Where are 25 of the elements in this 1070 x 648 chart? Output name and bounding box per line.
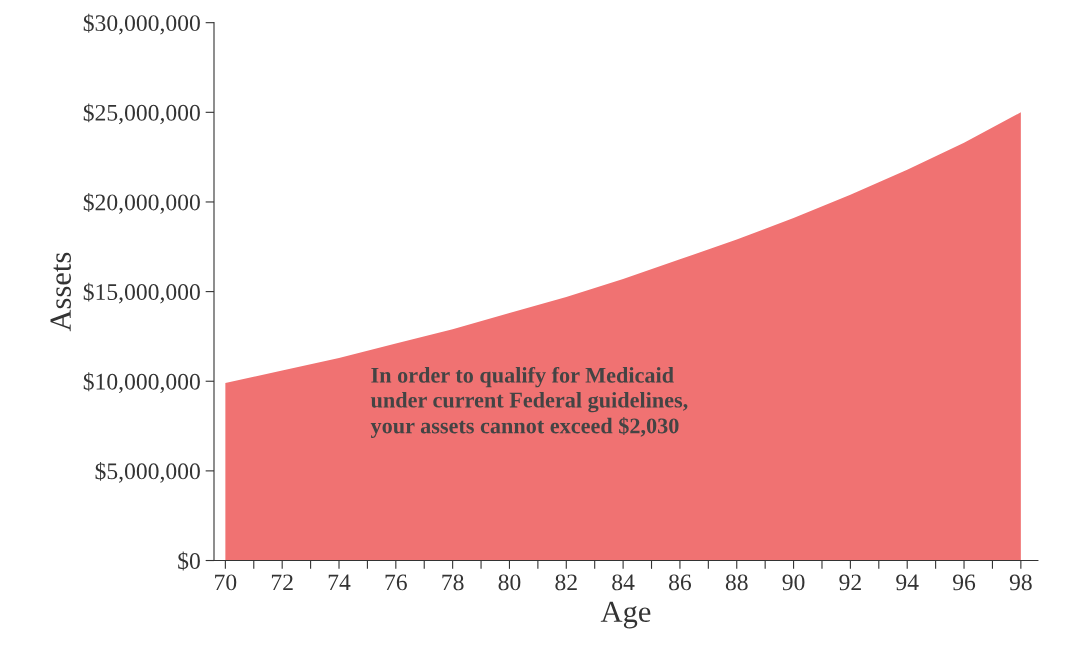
x-tick-label: 94 [896, 574, 919, 591]
x-tick-label: 98 [1009, 574, 1032, 591]
x-tick-label: 78 [442, 574, 464, 591]
y-tick-label: $25,000,000 [83, 103, 200, 125]
y-tick-label: $0 [178, 551, 200, 571]
x-tick-label: 74 [328, 574, 351, 591]
annotation: In order to qualify for Medicaid under current Federal guidelines, your assets cannot exceed $2,030 [370, 366, 688, 438]
x-tick-label: 80 [498, 574, 521, 591]
x-tick-label: 86 [669, 574, 692, 591]
y-tick-label: $15,000,000 [83, 282, 200, 304]
x-tick-label: 76 [385, 574, 407, 591]
x-axis-title: Age [600, 601, 651, 629]
x-tick-label: 82 [555, 574, 577, 591]
y-tick-label: $30,000,000 [83, 13, 200, 35]
y-tick-label: $5,000,000 [95, 461, 200, 483]
x-tick-label: 84 [612, 574, 635, 591]
x-tick-label: 96 [952, 574, 976, 591]
y-axis-title: Assets [50, 252, 71, 332]
y-tick-label: $10,000,000 [83, 372, 200, 394]
x-tick-label: 92 [839, 574, 861, 591]
x-tick-label: 72 [271, 574, 293, 591]
x-tick-label: 88 [725, 574, 748, 591]
x-tick-label: 70 [215, 574, 237, 591]
x-tick-label: 90 [782, 574, 805, 591]
y-tick-label: $20,000,000 [83, 193, 200, 214]
